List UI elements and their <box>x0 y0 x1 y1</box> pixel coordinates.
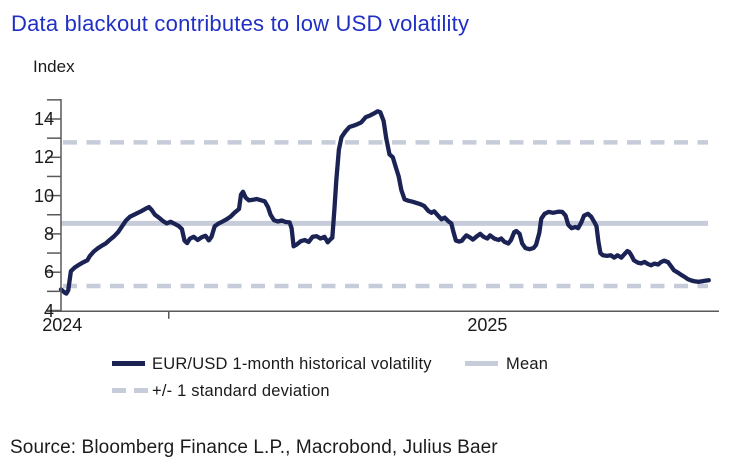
legend-mean-label: Mean <box>506 355 549 373</box>
series-line <box>58 109 711 296</box>
legend-std-dash <box>112 388 126 393</box>
x-tick-label: 2024 <box>42 315 83 335</box>
source-note: Source: Bloomberg Finance L.P., Macrobon… <box>10 437 498 458</box>
legend-mean-swatch <box>465 361 498 366</box>
legend-series-swatch <box>112 361 145 366</box>
x-tick-label: 2025 <box>467 315 508 335</box>
y-tick-label: 6 <box>43 262 54 283</box>
legend-std-dash <box>134 388 148 393</box>
y-tick-label: 10 <box>33 185 54 206</box>
legend-std-swatch <box>112 388 148 393</box>
legend-series-label: EUR/USD 1-month historical volatility <box>152 355 432 373</box>
chart-title: Data blackout contributes to low USD vol… <box>11 11 470 36</box>
legend-std-label: +/- 1 standard deviation <box>152 382 330 400</box>
y-tick-label: 12 <box>33 147 54 168</box>
y-tick-label: 14 <box>33 109 54 129</box>
y-tick-label: 4 <box>43 300 54 321</box>
y-tick-label: 8 <box>43 223 54 244</box>
y-axis-unit-label: Index <box>33 57 75 76</box>
